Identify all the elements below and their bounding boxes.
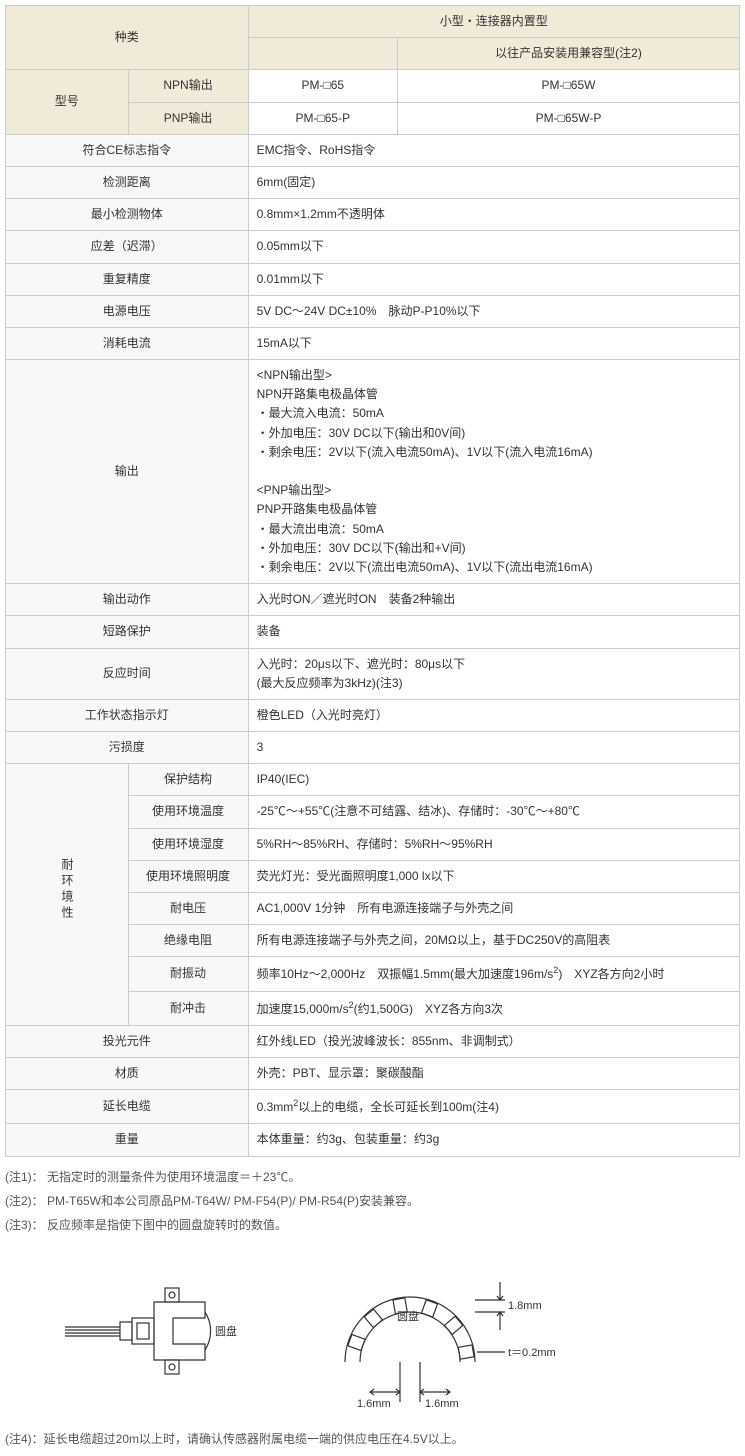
row-outact-label: 输出动作 — [6, 584, 249, 616]
output-npn-l2: ・最大流入电流：50mA — [257, 404, 731, 423]
env-humid-val: 5%RH～85%RH、存储时：5%RH～95%RH — [248, 828, 739, 860]
row-supply-val: 5V DC～24V DC±10% 脉动P-P10%以下 — [248, 295, 739, 327]
row-response-val: 入光时：20μs以下、遮光时：80μs以下 (最大反应频率为3kHz)(注3) — [248, 648, 739, 699]
env-temp-val: -25℃～+55℃(注意不可结露、结冰)、存储时：-30℃～+80℃ — [248, 796, 739, 828]
header-pnp: PNP输出 — [128, 102, 248, 134]
env-lux-label: 使用环境照明度 — [128, 860, 248, 892]
row-repeat-val: 0.01mm以下 — [248, 263, 739, 295]
row-output-val: <NPN输出型> NPN开路集电极晶体管 ・最大流入电流：50mA ・外加电压：… — [248, 360, 739, 584]
row-emitter-label: 投光元件 — [6, 1025, 249, 1057]
svg-text:1.6mm: 1.6mm — [425, 1398, 459, 1410]
notes-block-2: (注4)：延长电缆超过20m以上时，请确认传感器附属电缆一端的供应电压在4.5V… — [5, 1427, 740, 1451]
row-response-label: 反应时间 — [6, 648, 249, 699]
row-dist-val: 6mm(固定) — [248, 166, 739, 198]
svg-text:1.8mm: 1.8mm — [508, 1300, 542, 1312]
notes-block: (注1)： 无指定时的测量条件为使用环境温度＝＋23℃。 (注2)： PM-T6… — [5, 1165, 740, 1237]
svg-text:圆盘: 圆盘 — [215, 1324, 237, 1338]
sensor-diagram-icon: 圆盘 — [65, 1272, 265, 1392]
header-sub1 — [248, 38, 397, 70]
row-hyst-val: 0.05mm以下 — [248, 231, 739, 263]
header-model: 型号 — [6, 70, 129, 134]
env-shock-val: 加速度15,000m/s2(约1,500G) XYZ各方向3次 — [248, 991, 739, 1025]
row-supply-label: 电源电压 — [6, 295, 249, 327]
row-pollution-val: 3 — [248, 732, 739, 764]
output-npn-title: <NPN输出型> — [257, 366, 731, 385]
pnp-model-1: PM-□65-P — [248, 102, 397, 134]
env-withstand-val: AC1,000V 1分钟 所有电源连接端子与外壳之间 — [248, 893, 739, 925]
svg-text:1.6mm: 1.6mm — [357, 1398, 391, 1410]
diagram-area: 圆盘 — [65, 1252, 740, 1412]
env-lux-val: 荧光灯光：受光面照明度1,000 lx以下 — [248, 860, 739, 892]
row-hyst-label: 应差（迟滞） — [6, 231, 249, 263]
env-group-label: 耐环境性 — [6, 764, 129, 1026]
row-pollution-label: 污损度 — [6, 732, 249, 764]
env-shock-label: 耐冲击 — [128, 991, 248, 1025]
header-kind: 种类 — [6, 6, 249, 70]
row-output-label: 输出 — [6, 360, 249, 584]
row-weight-val: 本体重量：约3g、包装重量：约3g — [248, 1124, 739, 1156]
row-cable-val: 0.3mm2以上的电缆，全长可延长到100m(注4) — [248, 1090, 739, 1124]
response-l2: (最大反应频率为3kHz)(注3) — [257, 674, 731, 693]
note-3: (注3)： 反应频率是指使下图中的圆盘旋转时的数值。 — [5, 1213, 740, 1237]
row-minobj-label: 最小检测物体 — [6, 199, 249, 231]
env-insul-label: 绝缘电阻 — [128, 925, 248, 957]
output-npn-l1: NPN开路集电极晶体管 — [257, 385, 731, 404]
output-npn-l3: ・外加电压：30V DC以下(输出和0V间) — [257, 424, 731, 443]
row-outact-val: 入光时ON／遮光时ON 装备2种输出 — [248, 584, 739, 616]
env-humid-label: 使用环境湿度 — [128, 828, 248, 860]
header-group: 小型・连接器内置型 — [248, 6, 739, 38]
pnp-model-2: PM-□65W-P — [398, 102, 740, 134]
npn-model-2: PM-□65W — [398, 70, 740, 102]
row-repeat-label: 重复精度 — [6, 263, 249, 295]
row-weight-label: 重量 — [6, 1124, 249, 1156]
row-short-val: 装备 — [248, 616, 739, 648]
output-npn-l4: ・剩余电压：2V以下(流入电流50mA)、1V以下(流入电流16mA) — [257, 443, 731, 462]
header-sub2: 以往产品安装用兼容型(注2) — [398, 38, 740, 70]
row-material-label: 材质 — [6, 1057, 249, 1089]
row-short-label: 短路保护 — [6, 616, 249, 648]
row-indicator-val: 橙色LED（入光时亮灯） — [248, 699, 739, 731]
row-material-val: 外壳：PBT、显示罩：聚碳酸酯 — [248, 1057, 739, 1089]
output-pnp-l2: ・最大流出电流：50mA — [257, 520, 731, 539]
spec-table: 种类 小型・连接器内置型 以往产品安装用兼容型(注2) 型号 NPN输出 PM-… — [5, 5, 740, 1157]
env-protect-label: 保护结构 — [128, 764, 248, 796]
row-ce-label: 符合CE标志指令 — [6, 134, 249, 166]
row-current-val: 15mA以下 — [248, 327, 739, 359]
note-4: (注4)：延长电缆超过20m以上时，请确认传感器附属电缆一端的供应电压在4.5V… — [5, 1427, 740, 1451]
row-dist-label: 检测距离 — [6, 166, 249, 198]
row-emitter-val: 红外线LED（投光波峰波长：855nm、非调制式） — [248, 1025, 739, 1057]
row-cable-label: 延长电缆 — [6, 1090, 249, 1124]
row-current-label: 消耗电流 — [6, 327, 249, 359]
response-l1: 入光时：20μs以下、遮光时：80μs以下 — [257, 655, 731, 674]
row-ce-val: EMC指令、RoHS指令 — [248, 134, 739, 166]
output-pnp-l3: ・外加电压：30V DC以下(输出和+V间) — [257, 539, 731, 558]
row-minobj-val: 0.8mm×1.2mm不透明体 — [248, 199, 739, 231]
svg-text:t＝0.2mm: t＝0.2mm — [508, 1347, 556, 1359]
svg-text:圆盘: 圆盘 — [397, 1309, 419, 1323]
env-vib-label: 耐振动 — [128, 957, 248, 991]
output-pnp-title: <PNP输出型> — [257, 481, 731, 500]
env-insul-val: 所有电源连接端子与外壳之间，20MΩ以上，基于DC250V的高阻表 — [248, 925, 739, 957]
disc-diagram-icon: 圆盘 1.8mm t＝0.2mm 1.6mm 1.6mm — [305, 1252, 565, 1412]
row-indicator-label: 工作状态指示灯 — [6, 699, 249, 731]
env-temp-label: 使用环境温度 — [128, 796, 248, 828]
npn-model-1: PM-□65 — [248, 70, 397, 102]
note-1: (注1)： 无指定时的测量条件为使用环境温度＝＋23℃。 — [5, 1165, 740, 1189]
note-2: (注2)： PM-T65W和本公司原品PM-T64W/ PM-F54(P)/ P… — [5, 1189, 740, 1213]
output-pnp-l4: ・剩余电压：2V以下(流出电流50mA)、1V以下(流出电流16mA) — [257, 558, 731, 577]
env-vib-val: 频率10Hz～2,000Hz 双振幅1.5mm(最大加速度196m/s2) XY… — [248, 957, 739, 991]
output-pnp-l1: PNP开路集电极晶体管 — [257, 500, 731, 519]
header-npn: NPN输出 — [128, 70, 248, 102]
env-protect-val: IP40(IEC) — [248, 764, 739, 796]
env-withstand-label: 耐电压 — [128, 893, 248, 925]
